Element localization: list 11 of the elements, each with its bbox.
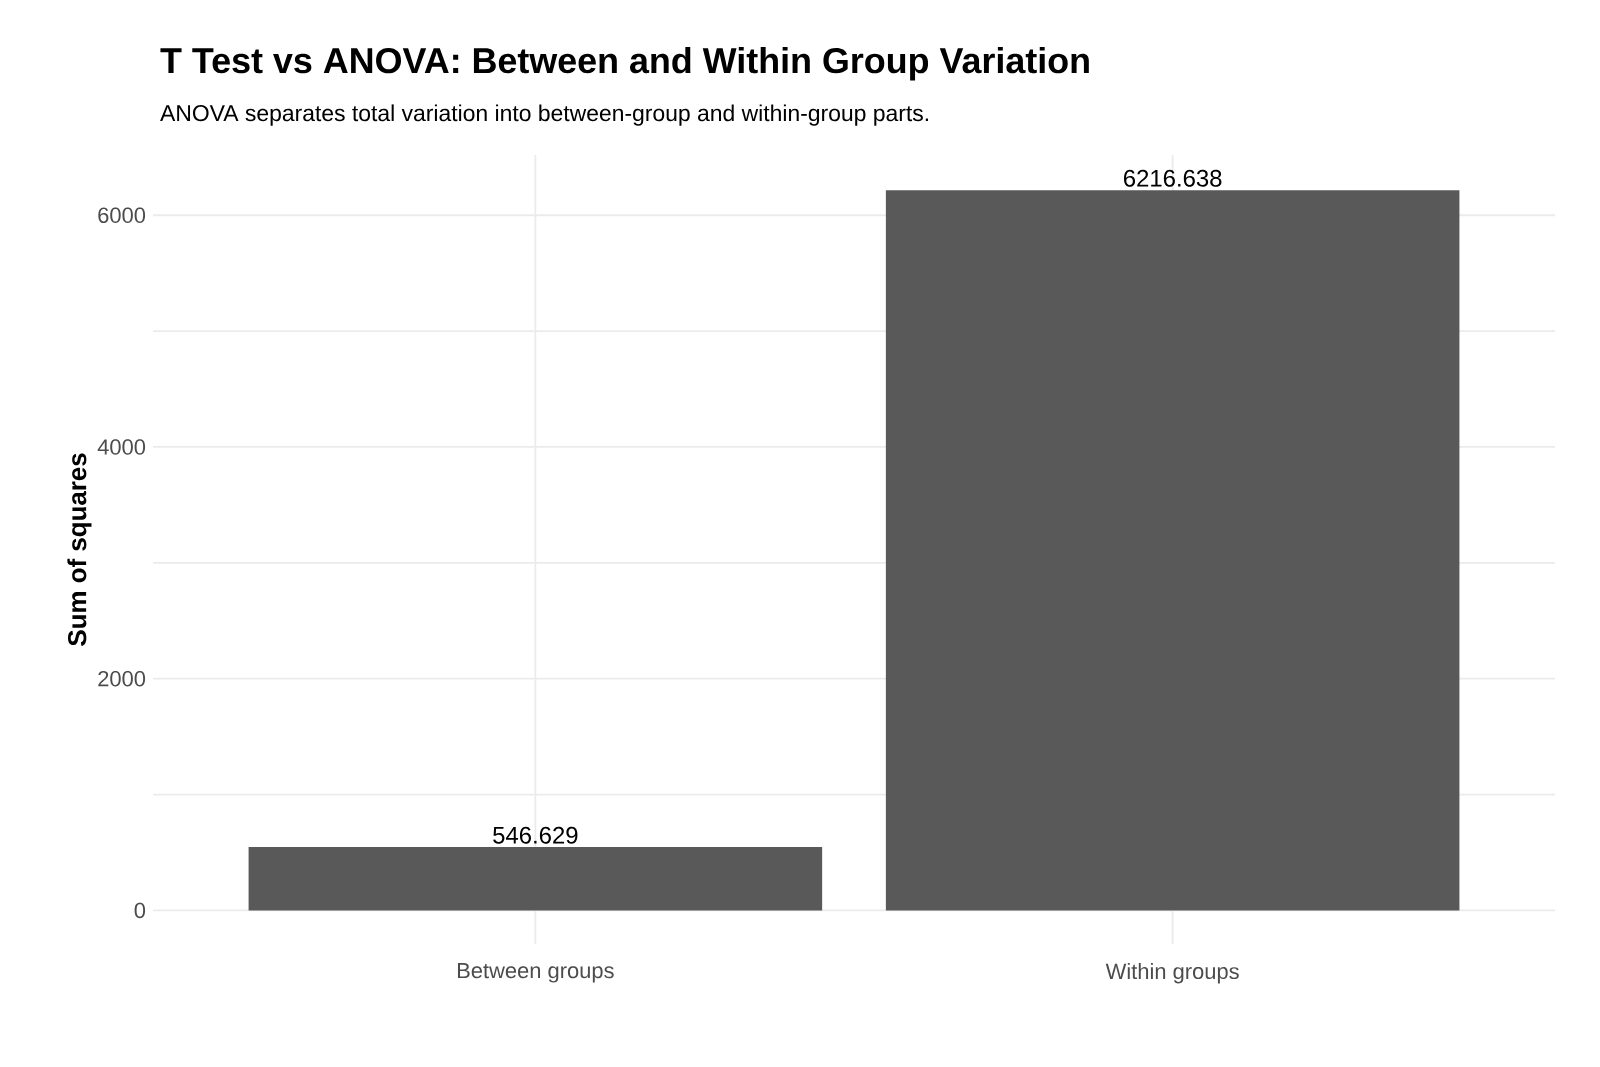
y-tick-label: 6000 (98, 207, 146, 223)
y-tick-label: 4000 (97, 439, 146, 455)
chart-subtitle: ANOVA separates total variation into between-group and within-group parts. (160, 104, 928, 126)
y-axis-title: Sum of squares (67, 453, 92, 646)
y-tick-label: 2000 (98, 670, 146, 687)
x-tick-label: Between groups (457, 963, 614, 983)
data-label: 546.629 (493, 826, 578, 844)
x-tick-label: Within groups (1105, 963, 1239, 984)
data-label: 6216.638 (1124, 169, 1222, 187)
chart-title: T Test vs ANOVA: Between and Within Group Variation (160, 46, 1089, 81)
y-tick-label: 0 (134, 902, 146, 919)
